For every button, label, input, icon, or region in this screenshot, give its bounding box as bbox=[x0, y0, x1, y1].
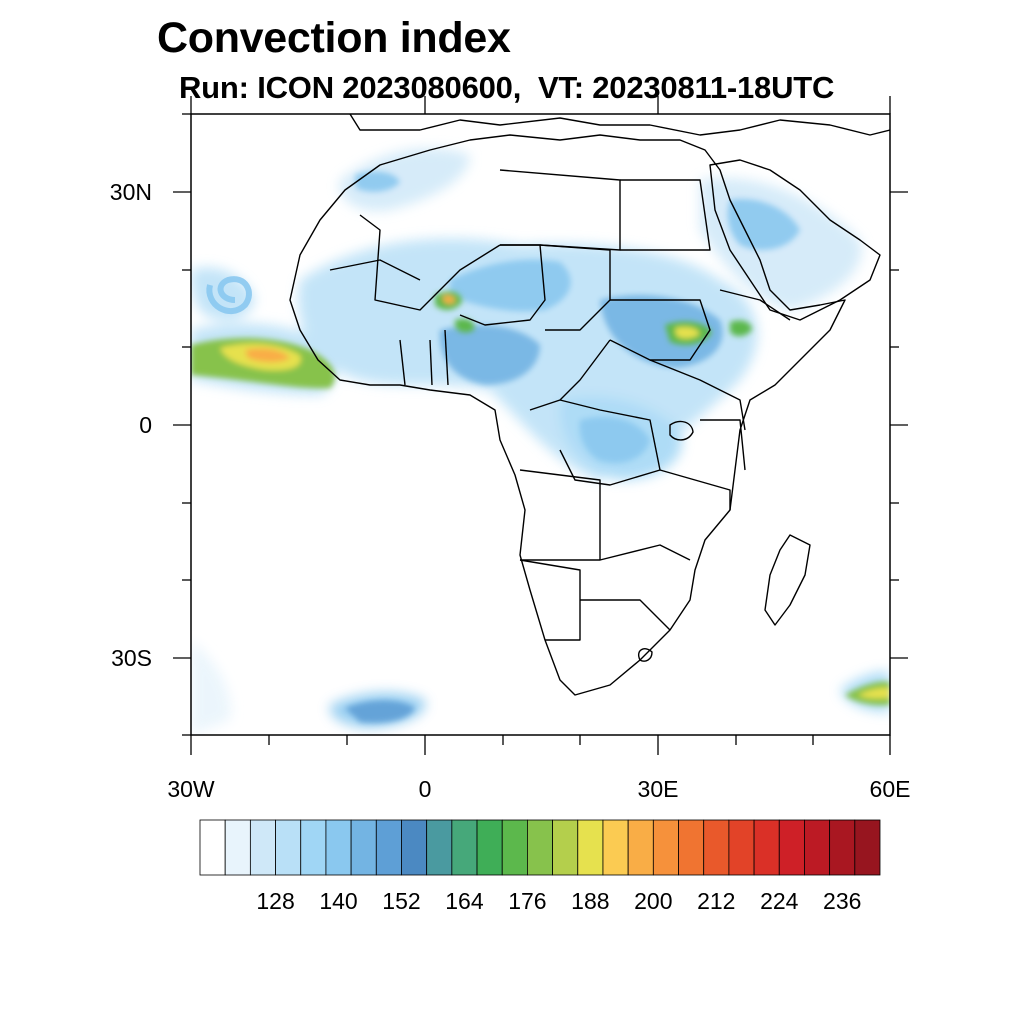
colorbar-swatch bbox=[224, 819, 251, 876]
colorbar-swatch bbox=[728, 819, 755, 876]
colorbar-swatch bbox=[627, 819, 654, 876]
colorbar-swatch bbox=[325, 819, 352, 876]
colorbar-swatch bbox=[249, 819, 276, 876]
lon-label-60e: 60E bbox=[869, 776, 911, 802]
colorbar-tick-label: 212 bbox=[697, 888, 736, 914]
colorbar-swatch bbox=[602, 819, 629, 876]
map-plot-area bbox=[173, 96, 908, 755]
colorbar bbox=[199, 819, 881, 876]
lon-label-30w: 30W bbox=[167, 776, 215, 802]
lat-label-30n: 30N bbox=[109, 179, 152, 205]
colorbar-swatch bbox=[854, 819, 881, 876]
colorbar-swatch bbox=[426, 819, 453, 876]
colorbar-swatch bbox=[375, 819, 402, 876]
coastlines-and-borders bbox=[289, 114, 890, 696]
colorbar-swatch bbox=[804, 819, 831, 876]
lon-label-0: 0 bbox=[418, 776, 432, 802]
colorbar-swatch bbox=[350, 819, 377, 876]
colorbar-tick-label: 200 bbox=[634, 888, 673, 914]
colorbar-swatch bbox=[703, 819, 730, 876]
colorbar-swatch bbox=[300, 819, 327, 876]
chart-subtitle: Run: ICON 2023080600, VT: 20230811-18UTC bbox=[179, 70, 835, 105]
colorbar-swatch bbox=[451, 819, 478, 876]
colorbar-swatch bbox=[829, 819, 856, 876]
colorbar-swatch bbox=[778, 819, 805, 876]
colorbar-tick-label: 164 bbox=[445, 888, 484, 914]
colorbar-swatch bbox=[552, 819, 579, 876]
lat-label-0: 0 bbox=[139, 412, 152, 438]
colorbar-swatch bbox=[199, 819, 226, 876]
colorbar-swatch bbox=[678, 819, 705, 876]
convection-field bbox=[191, 148, 890, 735]
colorbar-tick-label: 140 bbox=[319, 888, 358, 914]
colorbar-swatch bbox=[527, 819, 553, 876]
lat-label-30s: 30S bbox=[111, 645, 152, 671]
colorbar-swatch bbox=[652, 819, 679, 876]
axis-ticks bbox=[173, 96, 908, 755]
colorbar-tick-label: 152 bbox=[382, 888, 421, 914]
colorbar-tick-label: 224 bbox=[760, 888, 799, 914]
colorbar-tick-label: 176 bbox=[508, 888, 547, 914]
colorbar-swatch bbox=[476, 819, 503, 876]
colorbar-swatch bbox=[501, 819, 528, 876]
chart-title: Convection index bbox=[157, 14, 511, 62]
colorbar-tick-label: 128 bbox=[256, 888, 295, 914]
colorbar-tick-label: 188 bbox=[571, 888, 610, 914]
colorbar-swatch bbox=[577, 819, 604, 876]
colorbar-swatch bbox=[753, 819, 780, 876]
colorbar-swatch bbox=[275, 819, 302, 876]
colorbar-tick-label: 236 bbox=[823, 888, 862, 914]
colorbar-swatch bbox=[401, 819, 428, 876]
lon-label-30e: 30E bbox=[637, 776, 679, 802]
